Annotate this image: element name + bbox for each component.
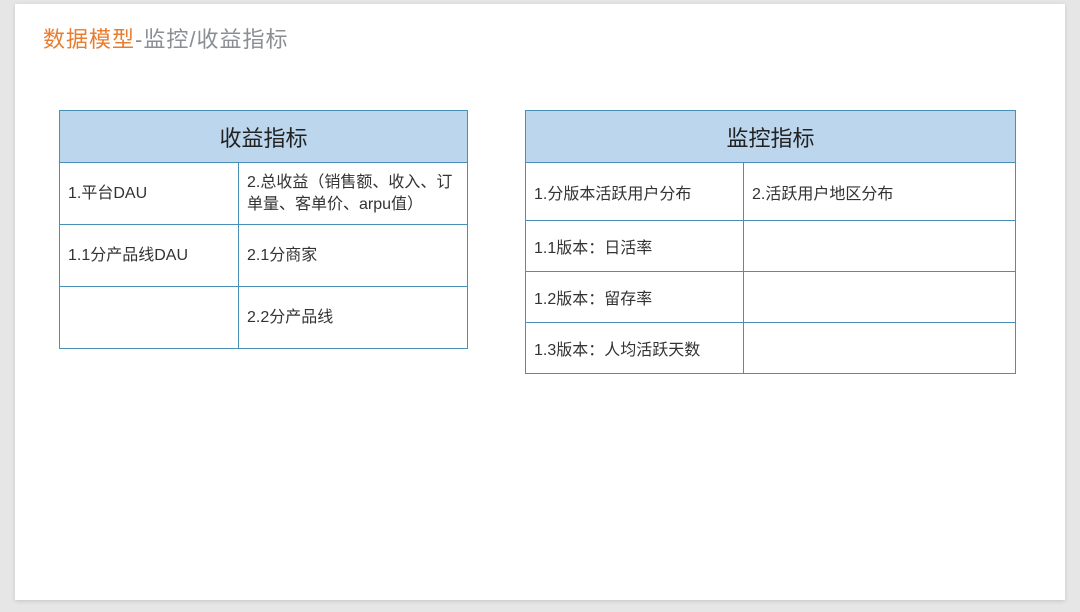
table-row: 1.1版本：日活率 [526, 221, 1016, 272]
monitor-table-header: 监控指标 [526, 111, 1016, 163]
revenue-cell: 1.1分产品线DAU [60, 225, 239, 287]
revenue-table: 收益指标 1.平台DAU 2.总收益（销售额、收入、订单量、客单价、arpu值）… [59, 110, 468, 349]
revenue-table-header: 收益指标 [60, 111, 468, 163]
monitor-cell: 1.3版本：人均活跃天数 [526, 323, 744, 374]
revenue-cell [60, 287, 239, 349]
monitor-cell: 1.分版本活跃用户分布 [526, 163, 744, 221]
table-row: 1.3版本：人均活跃天数 [526, 323, 1016, 374]
table-row: 1.1分产品线DAU 2.1分商家 [60, 225, 468, 287]
table-header-row: 监控指标 [526, 111, 1016, 163]
table-row: 1.平台DAU 2.总收益（销售额、收入、订单量、客单价、arpu值） [60, 163, 468, 225]
monitor-cell: 2.活跃用户地区分布 [744, 163, 1016, 221]
title-part1: 数据模型 [43, 27, 135, 52]
revenue-cell: 2.1分商家 [239, 225, 468, 287]
table-row: 2.2分产品线 [60, 287, 468, 349]
title-part2: 监控/收益指标 [143, 27, 288, 52]
table-row: 1.2版本：留存率 [526, 272, 1016, 323]
table-header-row: 收益指标 [60, 111, 468, 163]
monitor-cell: 1.1版本：日活率 [526, 221, 744, 272]
revenue-cell: 2.2分产品线 [239, 287, 468, 349]
table-row: 1.分版本活跃用户分布 2.活跃用户地区分布 [526, 163, 1016, 221]
monitor-cell [744, 323, 1016, 374]
revenue-cell: 1.平台DAU [60, 163, 239, 225]
monitor-cell [744, 221, 1016, 272]
monitor-table: 监控指标 1.分版本活跃用户分布 2.活跃用户地区分布 1.1版本：日活率 1.… [525, 110, 1016, 374]
slide: 数据模型-监控/收益指标 收益指标 1.平台DAU 2.总收益（销售额、收入、订… [15, 4, 1065, 600]
revenue-cell: 2.总收益（销售额、收入、订单量、客单价、arpu值） [239, 163, 468, 225]
monitor-cell: 1.2版本：留存率 [526, 272, 744, 323]
monitor-cell [744, 272, 1016, 323]
page-title: 数据模型-监控/收益指标 [43, 22, 288, 54]
